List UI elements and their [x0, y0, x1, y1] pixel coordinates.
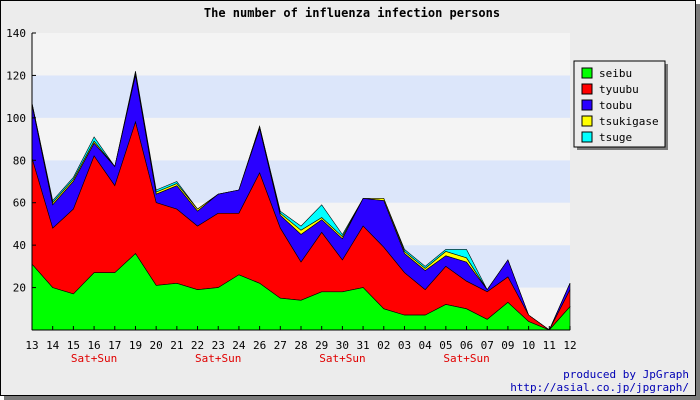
x-tick-label: 20 [150, 339, 163, 352]
x-tick-label: 27 [274, 339, 287, 352]
x-tick-label: 17 [108, 339, 121, 352]
legend-swatch-tsukigase [581, 115, 593, 127]
x-tick-label: 28 [294, 339, 307, 352]
weekend-label: Sat+Sun [71, 352, 117, 365]
y-tick-label: 100 [6, 112, 26, 125]
x-tick-label: 31 [356, 339, 369, 352]
x-tick-label: 06 [460, 339, 473, 352]
influenza-area-chart: The number of influenza infection person… [6, 6, 689, 394]
y-tick-label: 120 [6, 69, 26, 82]
legend-swatch-seibu [581, 67, 593, 79]
x-tick-label: 05 [439, 339, 452, 352]
x-tick-label: 23 [212, 339, 225, 352]
x-tick-label: 19 [129, 339, 142, 352]
x-tick-label: 29 [315, 339, 328, 352]
weekend-label: Sat+Sun [443, 352, 489, 365]
grid-band [32, 33, 570, 76]
legend-label-tsukigase: tsukigase [599, 115, 659, 128]
x-tick-label: 26 [253, 339, 266, 352]
grid-band [32, 117, 570, 161]
x-tick-label: 10 [522, 339, 535, 352]
x-tick-label: 30 [336, 339, 349, 352]
legend: seibu tyuubu toubu tsukigase tsuge [573, 60, 668, 150]
legend-label-seibu: seibu [599, 67, 632, 80]
legend-label-tsuge: tsuge [599, 131, 632, 144]
legend-label-tyuubu: tyuubu [599, 83, 639, 96]
y-tick-label: 20 [13, 282, 26, 295]
x-tick-label: 07 [481, 339, 494, 352]
x-tick-label: 22 [191, 339, 204, 352]
legend-swatch-tyuubu [581, 83, 593, 95]
weekend-label: Sat+Sun [319, 352, 365, 365]
legend-label-toubu: toubu [599, 99, 632, 112]
credit-link[interactable]: http://asial.co.jp/jpgraph/ [510, 381, 689, 394]
weekend-label: Sat+Sun [195, 352, 241, 365]
x-tick-label: 21 [170, 339, 183, 352]
legend-swatch-toubu [581, 99, 593, 111]
y-tick-label: 80 [13, 154, 26, 167]
legend-swatch-tsuge [581, 131, 593, 143]
x-tick-label: 03 [398, 339, 411, 352]
x-tick-label: 09 [501, 339, 514, 352]
x-tick-label: 11 [543, 339, 556, 352]
x-tick-label: 24 [232, 339, 246, 352]
x-tick-label: 16 [87, 339, 100, 352]
x-tick-label: 14 [46, 339, 60, 352]
grid-band [32, 75, 570, 118]
x-tick-label: 04 [419, 339, 433, 352]
x-tick-label: 12 [563, 339, 576, 352]
x-tick-label: 15 [67, 339, 80, 352]
x-tick-label: 02 [377, 339, 390, 352]
x-tick-label: 13 [25, 339, 38, 352]
credit-line-1: produced by JpGraph [563, 368, 689, 381]
y-tick-label: 140 [6, 27, 26, 40]
chart-title: The number of influenza infection person… [204, 6, 500, 20]
y-tick-label: 60 [13, 197, 26, 210]
y-tick-label: 40 [13, 239, 26, 252]
